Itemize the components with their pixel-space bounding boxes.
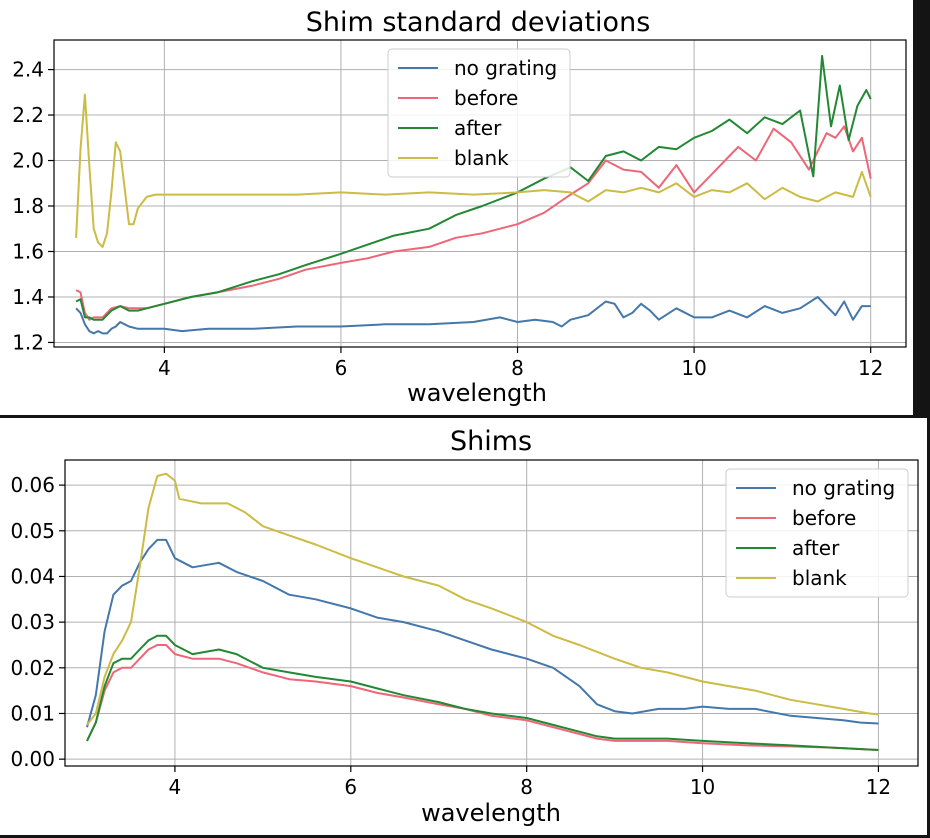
legend: no grating before after blank [725, 468, 909, 598]
x-tick-label: 8 [511, 356, 524, 380]
axes-frame [53, 39, 907, 348]
series-line-after [86, 634, 879, 751]
x-tick-label: 4 [158, 356, 171, 380]
y-tick-label: 0.05 [10, 519, 55, 543]
ticks: 4 6 8 10 12 0.00 0.01 0.02 0.03 0.04 0.05 0.06 [10, 473, 891, 799]
y-tick-label: 1.4 [12, 285, 44, 309]
chart-title: Shim standard deviations [306, 7, 651, 38]
y-tick-label: 0.01 [10, 701, 55, 725]
legend-box [725, 468, 909, 598]
x-tick-label: 8 [520, 775, 533, 799]
y-tick-label: 1.8 [12, 194, 44, 218]
legend-label: after [792, 536, 840, 560]
x-tick-label: 10 [690, 775, 715, 799]
series-line-before [86, 644, 879, 751]
axes-frame [64, 459, 919, 767]
series-line-blank [75, 93, 872, 248]
x-tick-label: 12 [858, 356, 883, 380]
legend-label: no grating [454, 56, 557, 80]
legend-label: after [454, 116, 502, 140]
y-tick-label: 0.00 [10, 747, 55, 771]
x-tick-label: 12 [866, 775, 891, 799]
y-tick-label: 2.4 [12, 58, 44, 82]
y-tick-label: 2.0 [12, 149, 44, 173]
y-tick-label: 1.2 [12, 330, 44, 354]
legend-box [387, 48, 571, 178]
series-line-blank [86, 472, 879, 726]
legend-label: blank [454, 146, 509, 170]
x-tick-label: 10 [681, 356, 706, 380]
y-tick-label: 0.03 [10, 610, 55, 634]
shims-chart: Shims 4 6 8 10 12 0.00 0.01 0.02 0.03 0.04 0.05 0.0… [10, 426, 919, 827]
legend-label: before [792, 506, 856, 530]
legend: no grating before after blank [387, 48, 571, 178]
legend-label: blank [792, 566, 847, 590]
panel-frame-bottom [0, 835, 930, 838]
series-lines [75, 54, 872, 335]
y-tick-label: 0.02 [10, 656, 55, 680]
panel-separator [0, 415, 930, 418]
dark-edge-strip [913, 0, 930, 416]
y-tick-label: 0.06 [10, 473, 55, 497]
chart-title: Shims [450, 426, 532, 457]
x-axis-label: wavelength [421, 799, 561, 827]
shim-std-chart: Shim standard deviations 4 6 8 10 12 1.2 1.4 1.… [12, 7, 907, 407]
x-tick-label: 6 [335, 356, 348, 380]
x-tick-label: 4 [169, 775, 182, 799]
panel-frame-right [927, 418, 930, 838]
x-tick-label: 6 [344, 775, 357, 799]
series-line-before [75, 125, 872, 321]
legend-label: before [454, 86, 518, 110]
y-tick-label: 0.04 [10, 564, 55, 588]
x-axis-label: wavelength [407, 379, 547, 407]
series-line-no-grating [75, 296, 871, 335]
series-lines [86, 472, 879, 751]
legend-label: no grating [792, 476, 895, 500]
y-tick-label: 2.2 [12, 103, 44, 127]
ticks: 4 6 8 10 12 1.2 1.4 1.6 1.8 2.0 2.2 2.4 [12, 58, 883, 380]
series-line-no-grating [86, 538, 879, 728]
y-tick-label: 1.6 [12, 239, 44, 263]
